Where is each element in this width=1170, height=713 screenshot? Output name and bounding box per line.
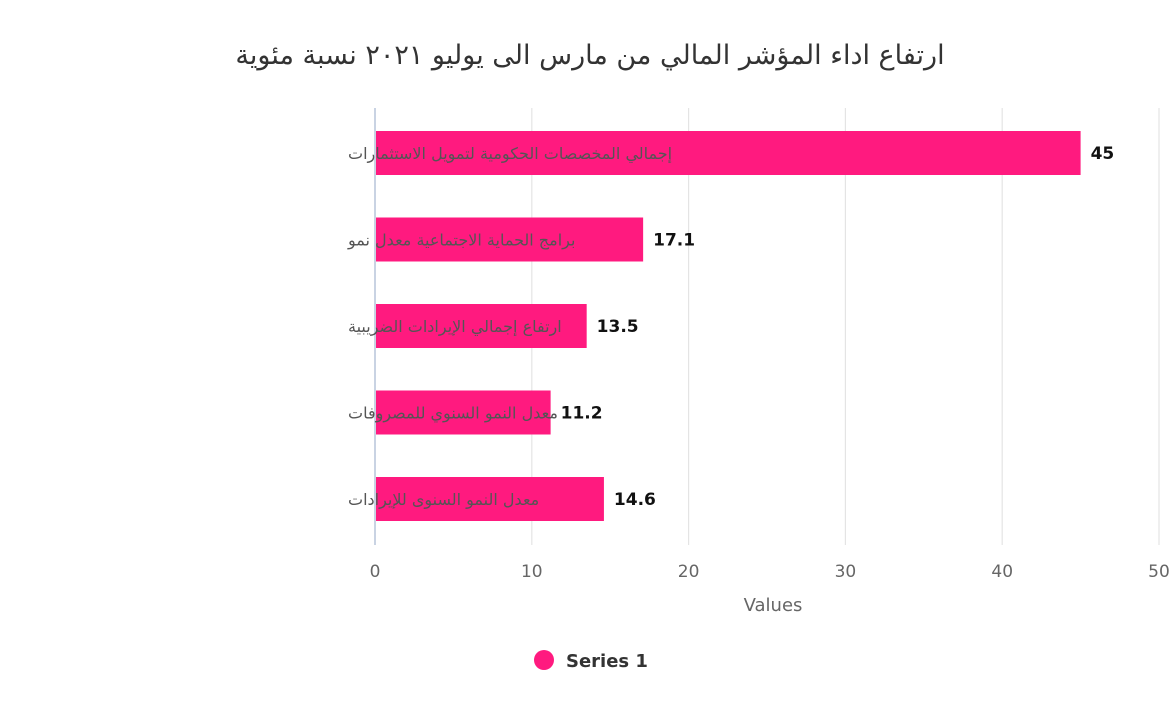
x-tick-label: 30 [835, 562, 857, 582]
data-label: 11.2 [561, 404, 603, 424]
data-label: 14.6 [614, 490, 656, 510]
legend-label-series-1: Series 1 [566, 651, 648, 672]
bar[interactable] [376, 217, 644, 262]
bar[interactable] [376, 131, 1081, 175]
category-label: إجمالي المخصصات الحكومية لتمويل الاستثما… [348, 144, 672, 164]
bars [376, 131, 1081, 521]
legend[interactable]: Series 1 [534, 650, 648, 672]
data-label: 45 [1091, 144, 1115, 164]
x-tick-label: 20 [678, 562, 700, 582]
data-label: 13.5 [597, 317, 639, 337]
category-label: ارتفاع إجمالي الإيرادات الضريبية [348, 317, 562, 337]
labels: 0 10 20 30 40 50 إجمالي المخصصات الحكومية لتمو… [347, 144, 1170, 582]
bar[interactable] [376, 477, 604, 521]
x-tick-label: 10 [521, 562, 543, 582]
x-tick-label: 0 [370, 562, 381, 582]
category-label: برامج الحماية الاجتماعية معدل نمو [347, 231, 575, 251]
x-tick-label: 50 [1148, 562, 1170, 582]
x-axis-title: Values [744, 595, 803, 616]
legend-marker-series-1 [534, 650, 554, 670]
data-label: 17.1 [653, 231, 695, 251]
category-label: معدل النمو السنوى للإيرادات [348, 490, 539, 510]
bar[interactable] [376, 304, 587, 348]
chart-title: ارتفاع اداء المؤشر المالي من مارس الى يو… [235, 40, 944, 71]
grid-lines [374, 108, 1160, 545]
x-tick-label: 40 [991, 562, 1013, 582]
bar[interactable] [376, 390, 551, 435]
category-label: معدل النمو السنوي للمصروفات [348, 404, 558, 424]
